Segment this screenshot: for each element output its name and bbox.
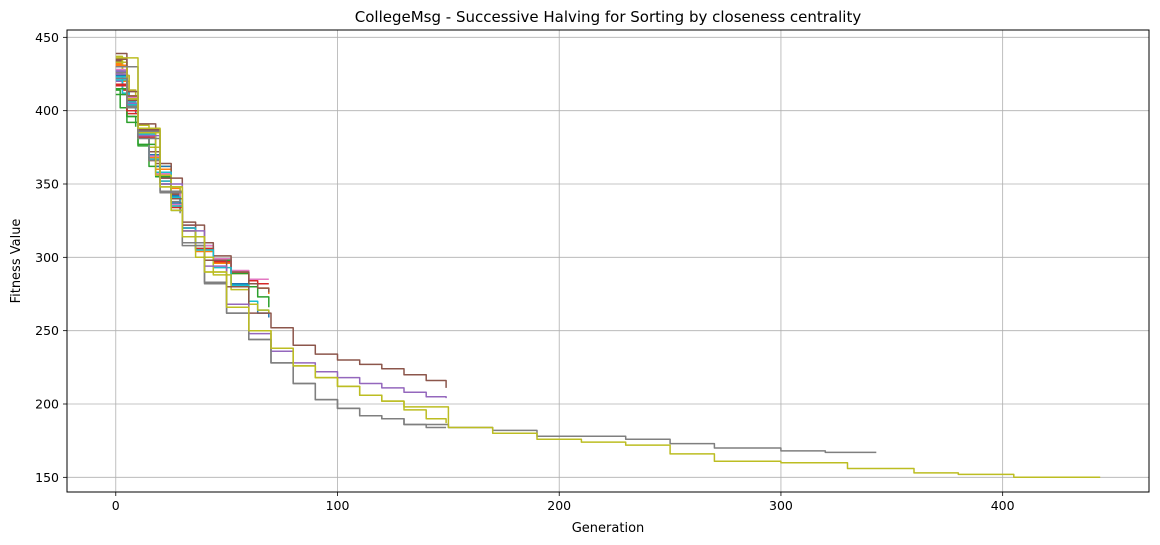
plot-frame [66, 29, 1150, 493]
series-line-8 [115, 55, 137, 101]
x-tick-label: 0 [112, 498, 120, 513]
grid-lines [67, 30, 1149, 492]
y-tick-label: 400 [35, 103, 59, 118]
y-axis-label: Fitness Value [9, 219, 24, 304]
x-tick-label: 300 [769, 498, 793, 513]
y-tick-label: 300 [35, 250, 59, 265]
y-tick-label: 250 [35, 323, 59, 338]
axis-ticks: 0 100 200 300 400 150 200 250 300 350 400 450 [35, 30, 1014, 513]
series-line-31 [115, 77, 447, 429]
series-lines [115, 52, 1101, 479]
series-line-30 [115, 65, 447, 424]
chart-title: CollegeMsg - Successive Halving for Sort… [355, 8, 862, 26]
series-line-33 [115, 57, 1101, 479]
series-line-28 [115, 58, 447, 388]
y-tick-label: 200 [35, 397, 59, 412]
x-axis-label: Generation [572, 521, 645, 536]
x-tick-label: 100 [326, 498, 350, 513]
y-tick-label: 150 [35, 470, 59, 485]
y-tick-label: 450 [35, 30, 59, 45]
y-tick-label: 350 [35, 177, 59, 192]
x-tick-label: 200 [547, 498, 571, 513]
x-tick-label: 400 [991, 498, 1015, 513]
